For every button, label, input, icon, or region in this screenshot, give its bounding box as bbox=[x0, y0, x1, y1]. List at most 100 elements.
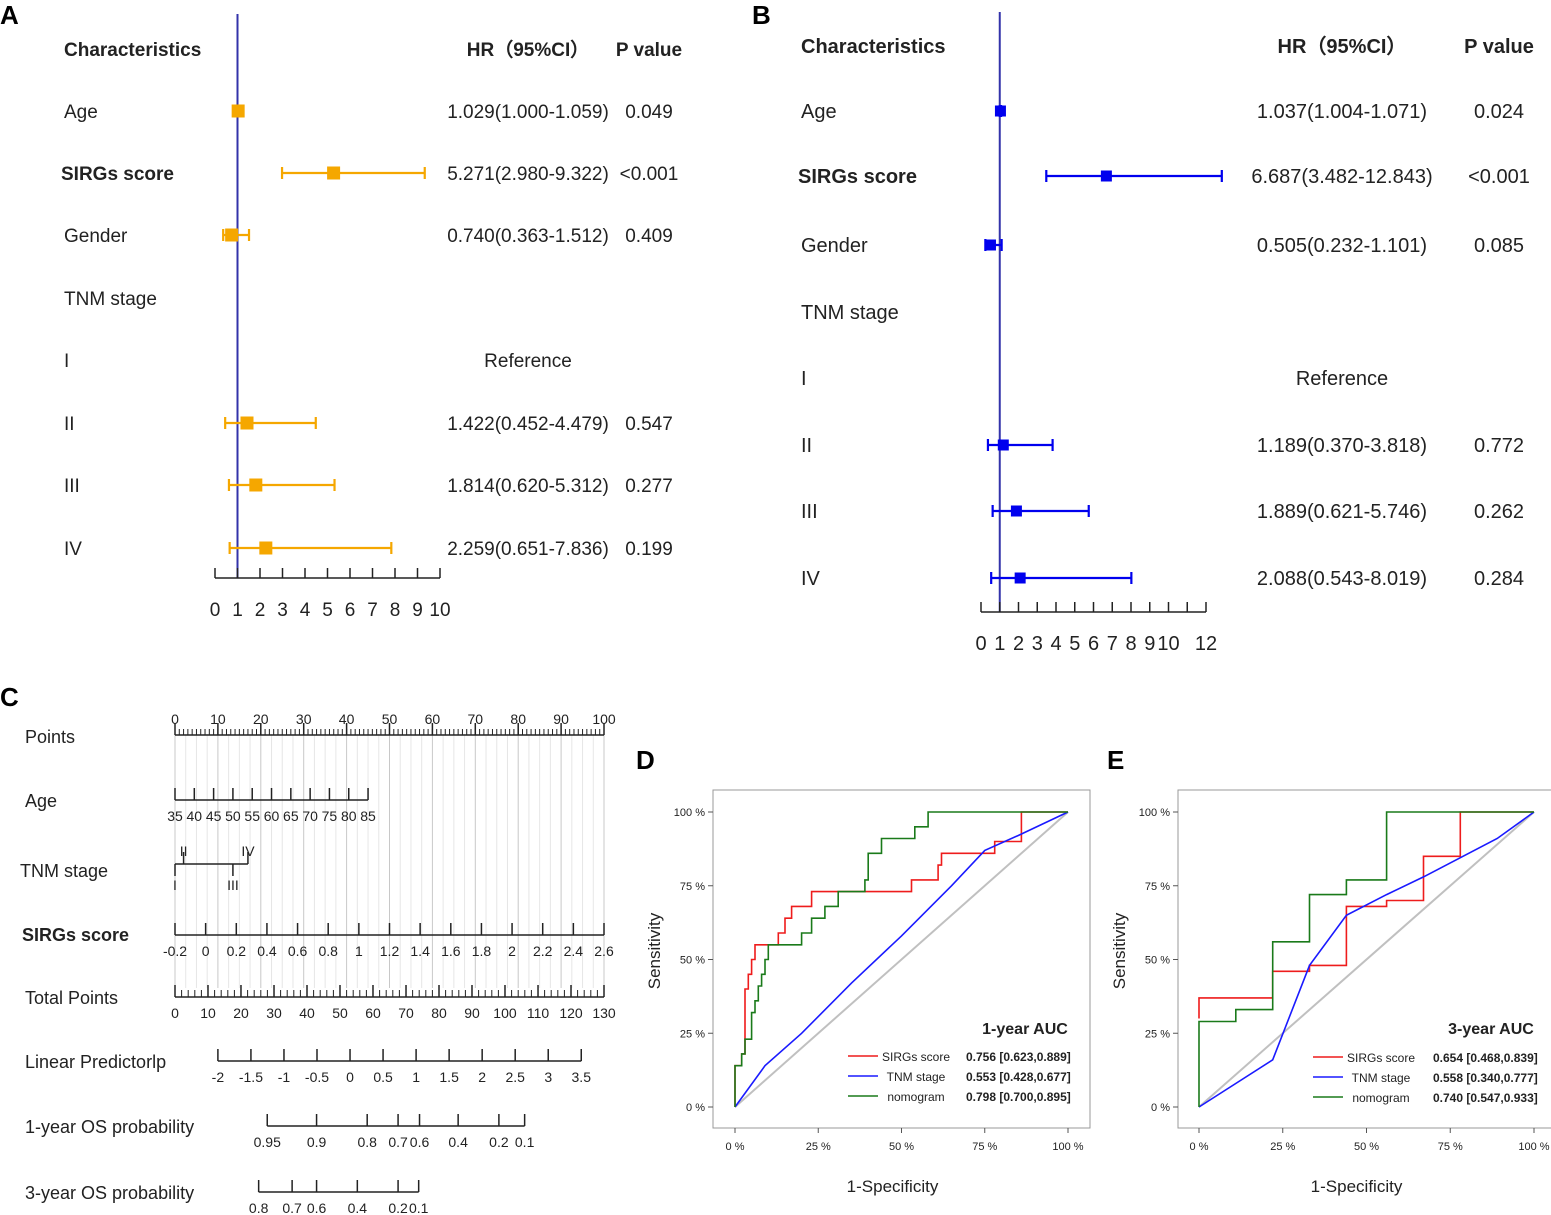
p-value-text: 0.024 bbox=[1474, 101, 1524, 123]
x-tick-label: 8 bbox=[390, 600, 401, 621]
x-tick-label: 0 bbox=[975, 633, 986, 655]
nomogram-tick-label: 0.6 bbox=[307, 1200, 327, 1215]
legend-auc-value: 0.798 [0.700,0.895] bbox=[966, 1090, 1071, 1104]
x-tick-label: 4 bbox=[1050, 633, 1061, 655]
nomogram-tick-label: 0 bbox=[171, 711, 179, 727]
legend-series-name: TNM stage bbox=[1352, 1071, 1411, 1085]
nomogram-tick-label: 1 bbox=[355, 943, 363, 959]
legend-auc-value: 0.756 [0.623,0.889] bbox=[966, 1050, 1071, 1064]
p-value-text: 0.409 bbox=[625, 226, 673, 247]
nomogram-tick-label: 40 bbox=[187, 808, 203, 824]
row-label: III bbox=[801, 501, 818, 523]
nomogram-tick-label: 0.8 bbox=[249, 1200, 269, 1215]
nomogram-tick-label: 40 bbox=[339, 711, 355, 727]
x-tick-label: 5 bbox=[1069, 633, 1080, 655]
header-hr: HR（95%CI） bbox=[1278, 35, 1407, 58]
reference-text: Reference bbox=[1296, 368, 1388, 390]
y-tick-label: 100 % bbox=[1139, 807, 1170, 819]
nomogram-tick-label: 0.1 bbox=[409, 1200, 429, 1215]
nomogram-tick-label: 50 bbox=[382, 711, 398, 727]
roc-chart-e: 0 % 25 % 50 % 75 % 100 % 0 % 25 % 50 % 75 % 100 %… bbox=[1110, 789, 1551, 1196]
x-tick-label: 10 bbox=[1157, 633, 1179, 655]
hr-point bbox=[994, 105, 1006, 117]
nomogram-tick-label: 1.5 bbox=[439, 1069, 459, 1085]
header-p-value: P value bbox=[616, 40, 682, 61]
nomogram-tick-label: 0.4 bbox=[448, 1134, 468, 1150]
nomogram-tick-label: 0.7 bbox=[282, 1200, 302, 1215]
roc-curve-tnm-stage bbox=[734, 811, 1069, 1108]
nomogram-category-label: I bbox=[173, 877, 177, 893]
hr-point bbox=[240, 416, 254, 430]
nomogram-tick-label: 2.2 bbox=[533, 943, 553, 959]
legend-series-name: SIRGs score bbox=[882, 1050, 950, 1064]
nomogram-tick-label: -0.2 bbox=[163, 943, 187, 959]
nomogram-tick-label: 60 bbox=[425, 711, 441, 727]
nomogram-tick-label: 75 bbox=[322, 808, 338, 824]
hr-ci-text: 0.505(0.232-1.101) bbox=[1257, 235, 1427, 257]
x-tick-label: 9 bbox=[412, 600, 423, 621]
nomogram-tick-label: 3 bbox=[544, 1069, 552, 1085]
x-tick-label: 100 % bbox=[1052, 1141, 1083, 1153]
nomogram-tick-label: 80 bbox=[510, 711, 526, 727]
legend-auc-value: 0.740 [0.547,0.933] bbox=[1433, 1091, 1538, 1105]
row-label: II bbox=[801, 435, 812, 457]
x-tick-label: 2 bbox=[1013, 633, 1024, 655]
nomogram-tick-label: 20 bbox=[253, 711, 269, 727]
row-label: II bbox=[64, 414, 75, 435]
x-tick-label: 100 % bbox=[1518, 1141, 1549, 1153]
row-label: Gender bbox=[801, 235, 868, 257]
p-value-text: 0.547 bbox=[625, 414, 673, 435]
nomogram-tick-label: 60 bbox=[365, 1005, 381, 1021]
nomogram-tick-label: 2.5 bbox=[505, 1069, 525, 1085]
row-label: SIRGs score bbox=[798, 166, 917, 188]
row-label: IV bbox=[64, 539, 82, 560]
header-characteristics: Characteristics bbox=[801, 36, 946, 58]
nomogram-tick-label: 40 bbox=[299, 1005, 315, 1021]
nomogram-tick-label: 0.2 bbox=[227, 943, 247, 959]
nomogram-tick-label: 0.9 bbox=[307, 1134, 327, 1150]
p-value-text: 0.085 bbox=[1474, 235, 1524, 257]
hr-ci-text: 2.088(0.543-8.019) bbox=[1257, 568, 1427, 590]
row-label: III bbox=[64, 476, 80, 497]
nomogram-tick-label: 100 bbox=[493, 1005, 517, 1021]
x-tick-label: 75 % bbox=[1438, 1141, 1463, 1153]
nomogram-tick-label: -0.5 bbox=[305, 1069, 329, 1085]
p-value-text: <0.001 bbox=[1468, 166, 1530, 188]
x-tick-label: 50 % bbox=[1354, 1141, 1379, 1153]
y-tick-label: 75 % bbox=[1145, 881, 1170, 893]
reference-text: Reference bbox=[484, 351, 572, 372]
nomogram-tick-label: 90 bbox=[464, 1005, 480, 1021]
nomogram-category-label: II bbox=[180, 843, 188, 859]
nomogram-row-label: Linear Predictorlp bbox=[25, 1052, 166, 1072]
p-value-text: 0.284 bbox=[1474, 568, 1524, 590]
hr-point bbox=[1014, 572, 1026, 584]
x-axis-label: 1-Specificity bbox=[1311, 1177, 1403, 1196]
nomogram-tick-label: 0.7 bbox=[388, 1134, 408, 1150]
x-tick-label: 75 % bbox=[972, 1141, 997, 1153]
y-tick-label: 25 % bbox=[1145, 1028, 1170, 1040]
x-tick-label: 8 bbox=[1125, 633, 1136, 655]
x-tick-label: 3 bbox=[1032, 633, 1043, 655]
nomogram-tick-label: 2 bbox=[478, 1069, 486, 1085]
nomogram-tick-label: 130 bbox=[592, 1005, 616, 1021]
legend-series-name: SIRGs score bbox=[1347, 1051, 1415, 1065]
y-tick-label: 100 % bbox=[674, 807, 705, 819]
row-label: IV bbox=[801, 568, 821, 590]
nomogram-tick-label: 1.2 bbox=[380, 943, 400, 959]
nomogram-tick-label: 0 bbox=[202, 943, 210, 959]
y-tick-label: 0 % bbox=[686, 1102, 705, 1114]
nomogram-row-label: Age bbox=[25, 791, 57, 811]
hr-ci-text: 1.814(0.620-5.312) bbox=[447, 476, 609, 497]
chance-diagonal bbox=[734, 811, 1069, 1108]
nomogram-tick-label: 70 bbox=[398, 1005, 414, 1021]
nomogram-row-label: SIRGs score bbox=[22, 925, 129, 945]
nomogram-tick-label: 70 bbox=[302, 808, 318, 824]
x-tick-label: 4 bbox=[300, 600, 311, 621]
p-value-text: 0.277 bbox=[625, 476, 673, 497]
y-axis-label: Sensitivity bbox=[645, 912, 664, 989]
hr-point bbox=[1100, 170, 1112, 182]
hr-ci-text: 6.687(3.482-12.843) bbox=[1251, 166, 1432, 188]
y-tick-label: 0 % bbox=[1151, 1102, 1170, 1114]
legend-title: 3-year AUC bbox=[1448, 1021, 1534, 1038]
